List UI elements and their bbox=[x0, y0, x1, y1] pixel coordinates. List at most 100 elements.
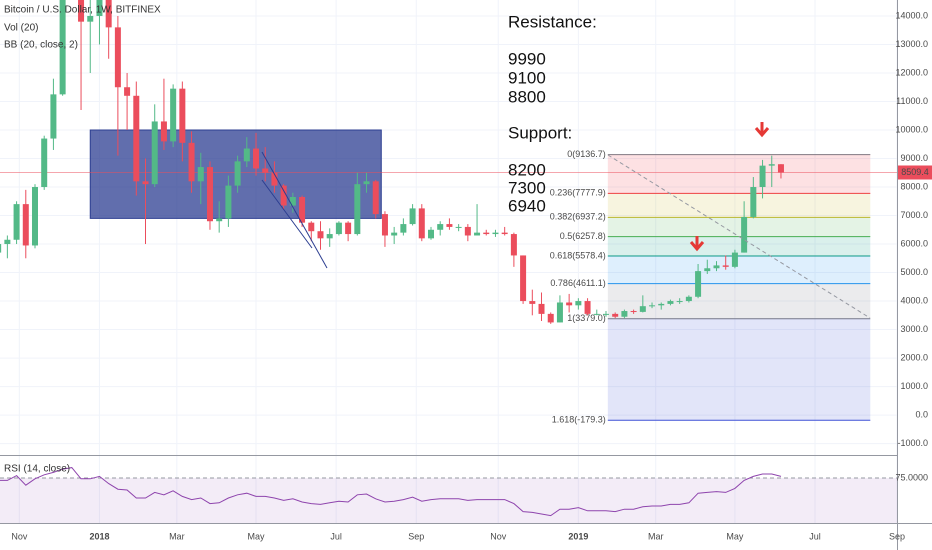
candle-body bbox=[464, 226, 471, 236]
candle-body bbox=[547, 313, 554, 323]
candle-body bbox=[262, 168, 269, 173]
channel-line bbox=[261, 179, 313, 249]
candle-body bbox=[372, 181, 379, 215]
y-tick-label: 8000.0 bbox=[900, 181, 928, 191]
candle-body bbox=[335, 222, 342, 235]
candle-body bbox=[759, 165, 766, 188]
candle-body bbox=[142, 181, 149, 185]
rsi-title: RSI (14, close) bbox=[4, 464, 70, 475]
candle-body bbox=[722, 265, 729, 267]
candle-body bbox=[612, 313, 619, 317]
y-tick-label: 13000.0 bbox=[895, 39, 928, 49]
candle-body bbox=[50, 94, 57, 139]
candle-body bbox=[299, 196, 306, 223]
candle-body bbox=[41, 138, 48, 188]
candle-body bbox=[731, 252, 738, 267]
candle-body bbox=[114, 27, 121, 88]
y-tick-label: 12000.0 bbox=[895, 67, 928, 77]
fib-band bbox=[607, 236, 871, 257]
y-tick-label: 7000.0 bbox=[900, 210, 928, 220]
annotation: 8800 bbox=[508, 87, 546, 106]
candle-body bbox=[474, 232, 481, 236]
annotation: Support: bbox=[508, 123, 572, 142]
candle-body bbox=[170, 88, 177, 142]
annotation: 9990 bbox=[508, 49, 546, 68]
arrow bbox=[689, 236, 705, 252]
candle-body bbox=[768, 164, 775, 166]
trend-line bbox=[607, 154, 871, 319]
candle-body bbox=[363, 181, 370, 185]
candle-body bbox=[676, 301, 683, 303]
candle-body bbox=[225, 185, 232, 219]
y-tick-label: 11000.0 bbox=[896, 96, 928, 106]
candle-body bbox=[483, 232, 490, 235]
candle-body bbox=[151, 121, 158, 185]
candle-body bbox=[538, 303, 545, 314]
arrow bbox=[754, 122, 770, 138]
x-tick-label: Mar bbox=[169, 531, 185, 541]
candle-body bbox=[391, 232, 398, 236]
fib-band bbox=[607, 283, 871, 319]
candle-body bbox=[78, 0, 85, 22]
candle-body bbox=[685, 296, 692, 302]
candle-body bbox=[96, 0, 103, 16]
rsi-tick-label: 75.0000 bbox=[895, 472, 928, 482]
candle-body bbox=[308, 222, 315, 232]
fib-label: 1.618(-179.3) bbox=[552, 415, 606, 425]
candle-body bbox=[520, 255, 527, 302]
x-tick-label: Mar bbox=[648, 531, 664, 541]
candle-body bbox=[253, 148, 260, 169]
y-tick-label: 10000.0 bbox=[895, 124, 928, 134]
candle-body bbox=[87, 15, 94, 22]
fib-band bbox=[607, 256, 871, 284]
candle-body bbox=[639, 306, 646, 312]
candle-body bbox=[750, 187, 757, 217]
legend-item: Vol (20) bbox=[4, 23, 38, 34]
x-tick-label: Sep bbox=[889, 531, 905, 541]
candle-body bbox=[630, 311, 637, 313]
legend-item: BB (20, close, 2) bbox=[4, 40, 78, 51]
x-tick-label: Sep bbox=[408, 531, 424, 541]
fib-label: 0.5(6257.8) bbox=[560, 231, 606, 241]
rsi-line bbox=[0, 467, 782, 517]
x-tick-label: 2018 bbox=[89, 531, 109, 541]
y-tick-label: 4000.0 bbox=[900, 295, 928, 305]
candle-body bbox=[216, 218, 223, 222]
candle-body bbox=[124, 87, 131, 96]
price-pane: 0(9136.7) 0.236(7777.9) 0.382(6937.2) 0.5(6… bbox=[0, 0, 897, 425]
fib-band bbox=[607, 193, 871, 218]
candle-body bbox=[713, 265, 720, 269]
candle-body bbox=[234, 161, 241, 186]
candle-body bbox=[529, 301, 536, 304]
candle-body bbox=[400, 224, 407, 233]
candle-body bbox=[501, 232, 508, 235]
candle-body bbox=[271, 172, 278, 186]
fib-band bbox=[607, 217, 871, 237]
annotation: 8200 bbox=[508, 160, 546, 179]
y-tick-label: 9000.0 bbox=[900, 153, 928, 163]
candle-body bbox=[13, 204, 20, 240]
x-tick-label: May bbox=[248, 531, 266, 541]
candle-body bbox=[317, 231, 324, 239]
candle-body bbox=[289, 196, 296, 206]
y-tick-label: 6000.0 bbox=[900, 238, 928, 248]
fib-band bbox=[607, 318, 871, 421]
candle-body bbox=[658, 303, 665, 306]
candle-body bbox=[206, 167, 213, 222]
candle-body bbox=[197, 167, 204, 182]
candle-body bbox=[59, 0, 66, 95]
candle-body bbox=[621, 311, 628, 317]
candle-body bbox=[0, 244, 2, 253]
fib-label: 0.236(7777.9) bbox=[550, 188, 606, 198]
candle-body bbox=[105, 0, 112, 28]
candle-body bbox=[4, 239, 11, 245]
candle-body bbox=[381, 214, 388, 236]
chart-title: Bitcoin / U.S. Dollar, 1W, BITFINEX bbox=[4, 5, 161, 16]
candle-body bbox=[418, 208, 425, 239]
candle-body bbox=[510, 234, 517, 256]
y-tick-label: 14000.0 bbox=[895, 10, 928, 20]
x-tick-label: Jul bbox=[330, 531, 342, 541]
candle-body bbox=[409, 208, 416, 225]
candle-body bbox=[704, 268, 711, 272]
